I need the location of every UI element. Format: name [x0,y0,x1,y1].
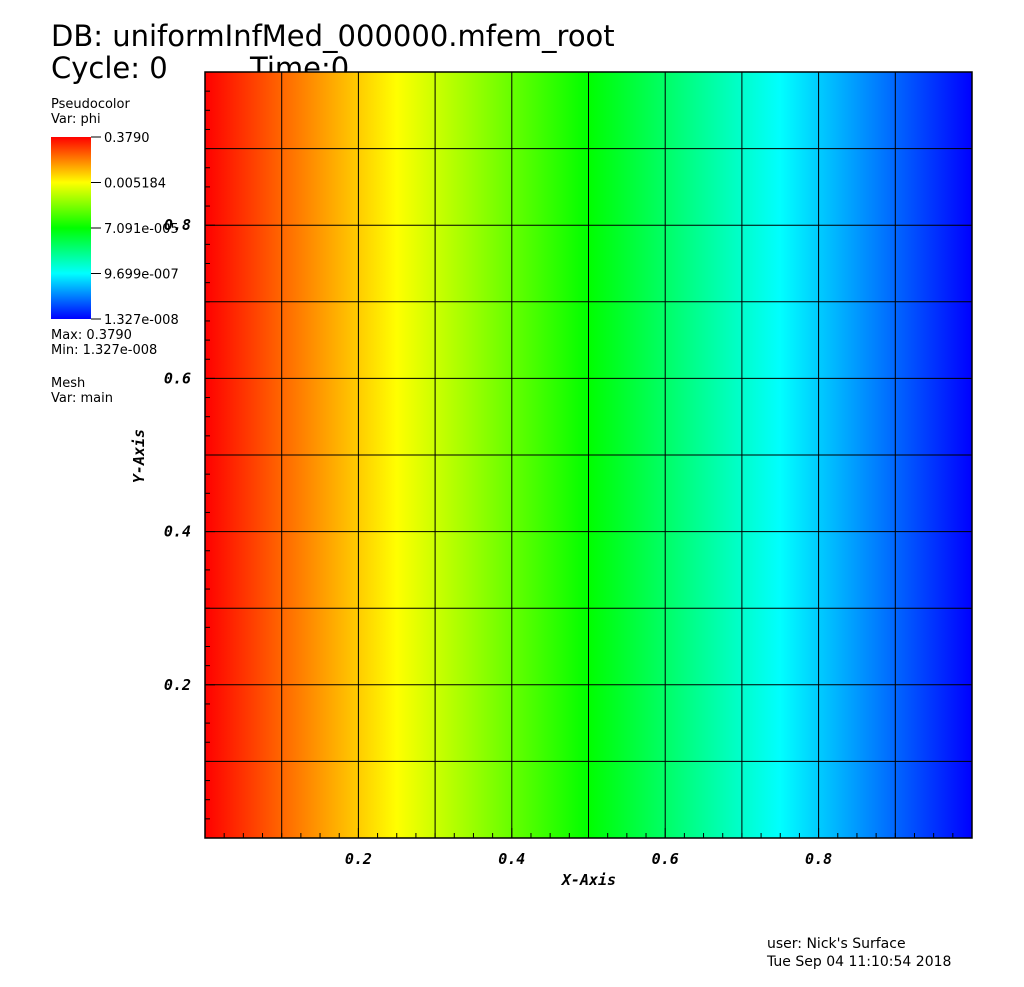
database-title: DB: uniformInfMed_000000.mfem_root [51,19,615,53]
legend-min: Min: 1.327e-008 [51,343,158,358]
x-axis-tick-label: 0.8 [805,850,832,868]
date-label: Tue Sep 04 11:10:54 2018 [767,954,952,970]
x-axis-tick-label: 0.6 [652,850,679,868]
legend-max: Max: 0.3790 [51,328,132,343]
y-axis-tick-label: 0.8 [164,216,191,234]
y-axis-tick-label: 0.6 [164,369,191,387]
cycle-label: Cycle: 0 [51,51,168,85]
x-axis-tick-label: 0.2 [345,850,372,868]
y-axis-tick-label: 0.4 [164,523,191,541]
y-axis-title: Y-Axis [130,429,148,483]
legend-mesh-var: Var: main [51,391,113,406]
legend-plot-var: Var: phi [51,112,101,127]
y-axis-tick-label: 0.2 [164,676,191,694]
x-axis-tick-label: 0.4 [498,850,525,868]
user-label: user: Nick's Surface [767,936,906,952]
x-axis-title: X-Axis [560,871,616,889]
legend-plot-type: Pseudocolor [51,97,130,112]
colorbar [51,137,91,319]
legend-mesh-type: Mesh [51,376,86,391]
